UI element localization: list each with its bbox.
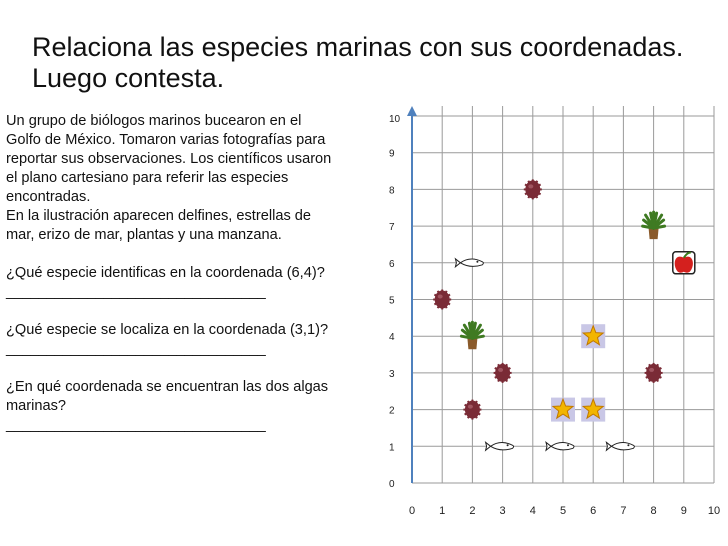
sea-urchin-icon <box>523 179 542 200</box>
x-tick-label: 2 <box>469 505 475 517</box>
answer-line-1: ________________________________ <box>6 284 266 300</box>
dolphin-icon <box>545 440 575 452</box>
intro-line-2: Golfo de México. Tomaron varias fotograf… <box>6 132 326 148</box>
intro-line-6: En la ilustración aparecen delfines, est… <box>6 208 312 224</box>
x-tick-label: 5 <box>560 505 566 517</box>
sea-urchin-icon <box>463 399 482 420</box>
starfish-icon <box>581 324 606 349</box>
x-tick-label: 10 <box>708 505 720 517</box>
y-tick-label: 1 <box>389 442 395 453</box>
sea-urchin-icon <box>644 362 663 383</box>
answer-line-2: ________________________________ <box>6 341 266 357</box>
x-tick-label: 1 <box>439 505 445 517</box>
answer-line-3: ________________________________ <box>6 417 266 433</box>
grid <box>412 106 715 483</box>
dolphin-icon <box>605 440 635 452</box>
y-tick-label: 4 <box>389 332 395 343</box>
y-tick-label: 6 <box>389 259 395 270</box>
sea-urchin-icon <box>433 289 452 310</box>
plant-icon <box>459 320 485 350</box>
x-tick-label: 7 <box>620 505 626 517</box>
intro-line-1: Un grupo de biólogos marinos bucearon en… <box>6 113 302 129</box>
y-tick-label: 2 <box>389 406 395 417</box>
intro-line-3: reportar sus observaciones. Los científi… <box>6 151 332 167</box>
starfish-icon <box>581 397 606 422</box>
x-tick-label: 3 <box>500 505 506 517</box>
question-1: ¿Qué especie identificas en la coordenad… <box>6 265 325 281</box>
title-line-1: Relaciona las especies marinas con sus c… <box>32 32 684 62</box>
intro-line-4: el plano cartesiano para referir las esp… <box>6 170 289 186</box>
x-tick-label: 6 <box>590 505 596 517</box>
y-tick-label: 8 <box>389 185 395 196</box>
question-3-cont: marinas? <box>6 398 67 414</box>
y-tick-label: 5 <box>389 296 395 307</box>
intro-line-5: encontradas. <box>6 189 91 205</box>
problem-text: Un grupo de biólogos marinos bucearon en… <box>6 112 378 435</box>
plant-icon <box>641 210 667 240</box>
question-2: ¿Qué especie se localiza en la coordenad… <box>6 322 329 338</box>
y-tick-label: 3 <box>389 369 395 380</box>
sea-urchin-icon <box>493 362 512 383</box>
x-tick-label: 8 <box>651 505 657 517</box>
title-line-2: Luego contesta. <box>32 63 225 93</box>
x-tick-label: 0 <box>409 505 415 517</box>
intro-line-7: mar, erizo de mar, plantas y una manzana… <box>6 227 282 243</box>
y-tick-label: 10 <box>389 114 401 125</box>
page-title: Relaciona las especies marinas con sus c… <box>32 32 683 94</box>
dolphin-icon <box>484 440 515 452</box>
apple-icon <box>672 251 696 275</box>
x-tick-label: 9 <box>681 505 687 517</box>
y-axis-arrow <box>407 106 417 116</box>
x-tick-label: 4 <box>530 505 536 517</box>
y-tick-label: 9 <box>389 149 395 160</box>
dolphin-icon <box>454 257 484 269</box>
y-tick-label: 7 <box>389 222 395 233</box>
y-tick-label: 0 <box>389 479 395 490</box>
question-3: ¿En qué coordenada se encuentran las dos… <box>6 379 329 395</box>
starfish-icon <box>551 397 575 422</box>
